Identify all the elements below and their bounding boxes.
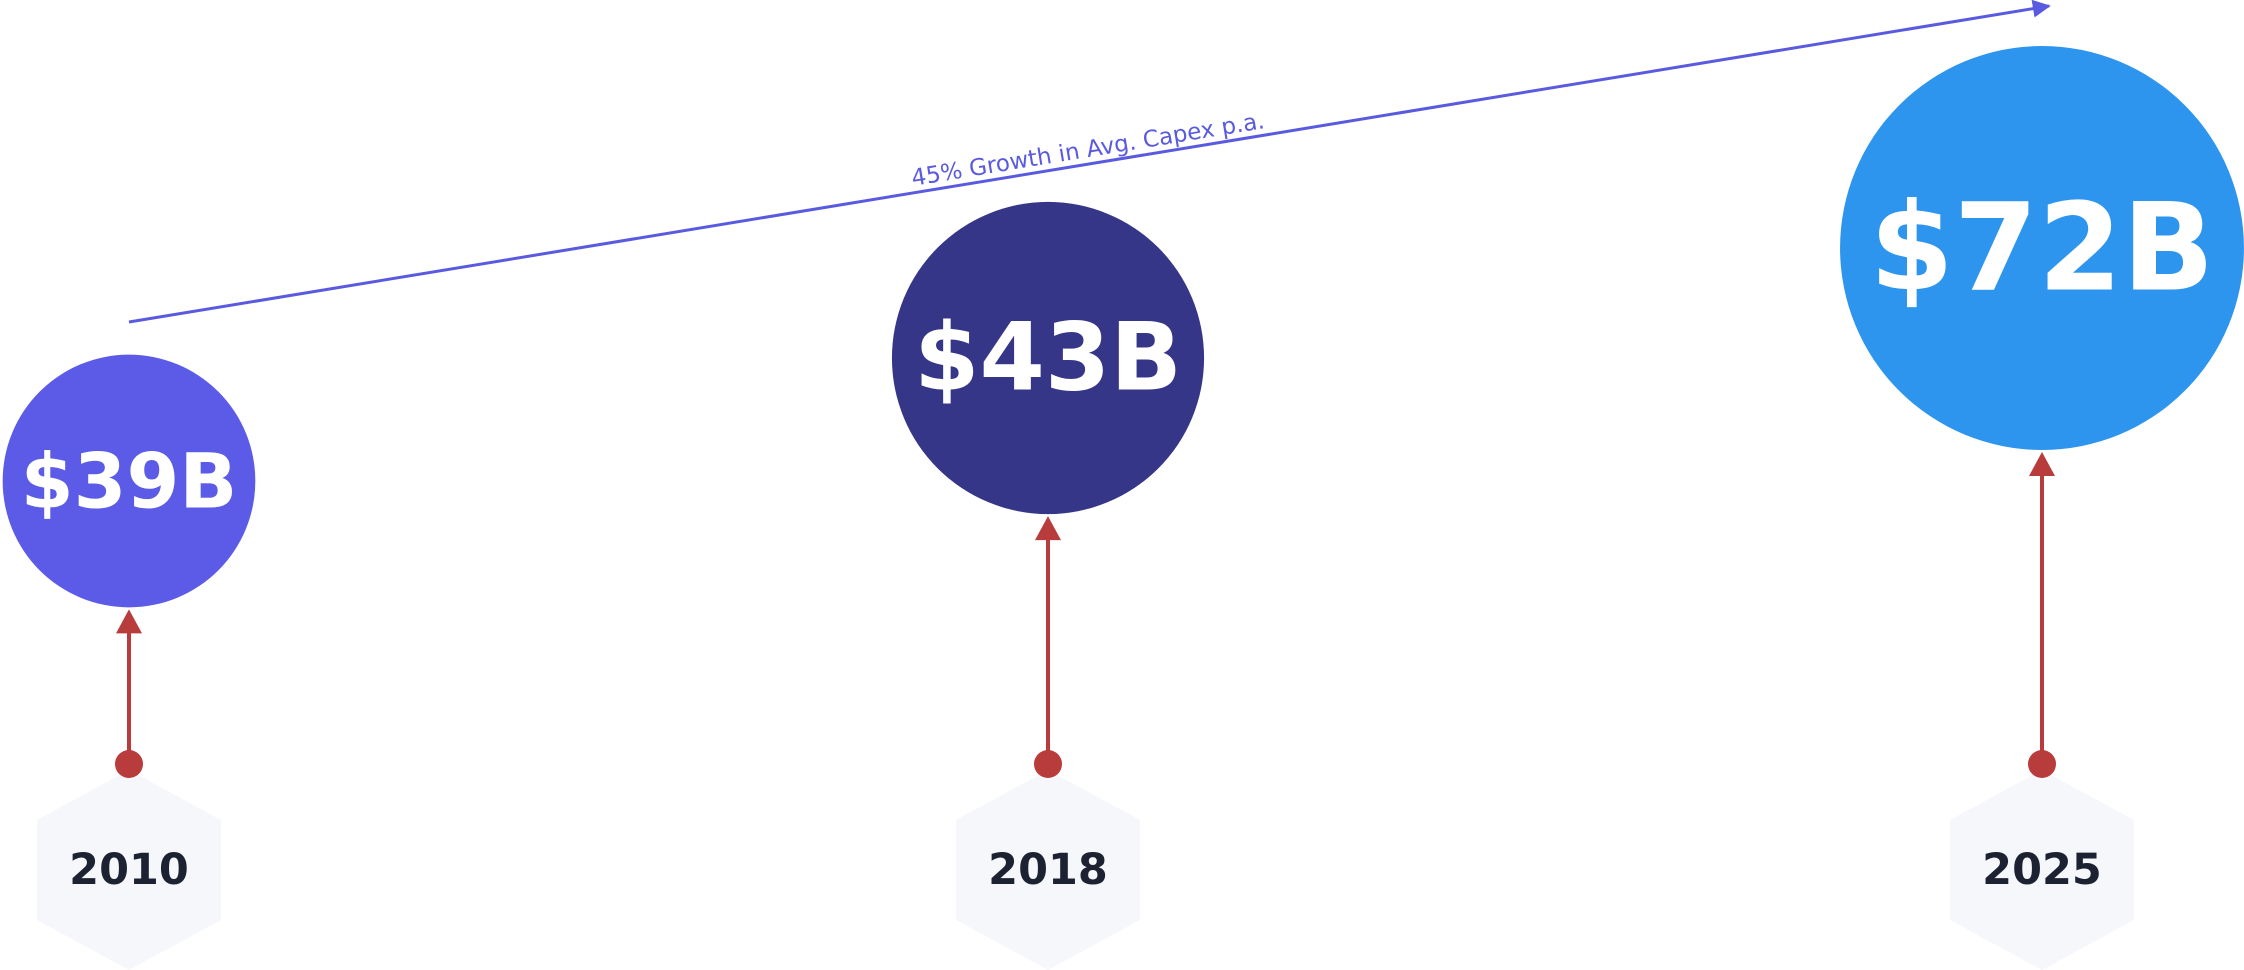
value-label: $39B (21, 437, 238, 526)
value-label: $72B (1870, 178, 2215, 319)
connector-head (1035, 516, 1061, 541)
connector-dot (115, 750, 143, 778)
connector-dot (2028, 750, 2056, 778)
connector-dot (1034, 750, 1062, 778)
bubble (1840, 46, 2244, 450)
trend-annotation: 45% Growth in Avg. Capex p.a. (910, 108, 1267, 192)
year-hexagon (37, 770, 221, 970)
year-label: 2010 (69, 845, 189, 895)
connector-head (116, 609, 142, 634)
bubble (2, 354, 256, 608)
trend-arrow (128, 0, 2051, 324)
year-label: 2025 (1982, 845, 2102, 895)
bubble (891, 201, 1205, 515)
value-label: $43B (914, 304, 1182, 413)
year-hexagon (1950, 770, 2134, 970)
year-hexagon (956, 770, 1140, 970)
connector-head (2029, 451, 2055, 476)
year-label: 2018 (988, 845, 1108, 895)
